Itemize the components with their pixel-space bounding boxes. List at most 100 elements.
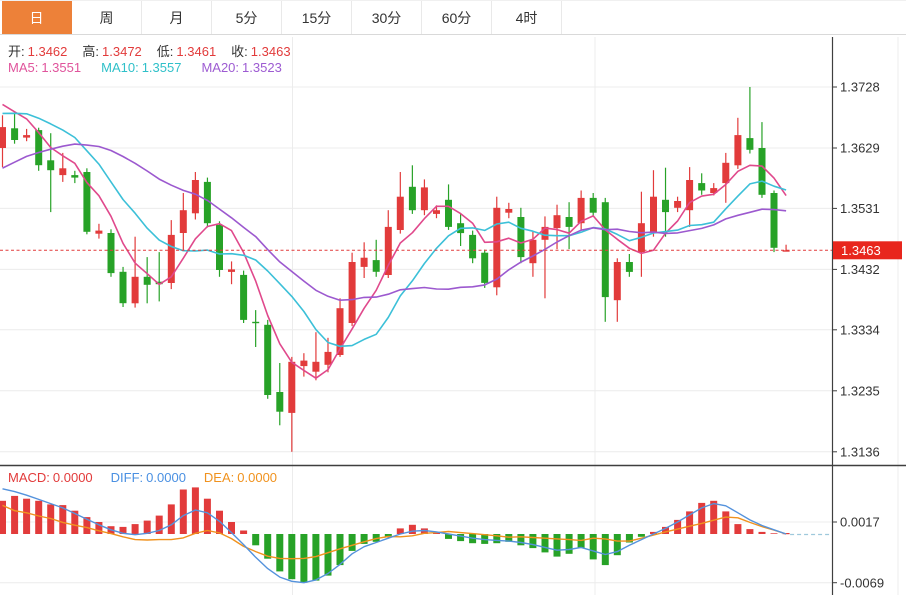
candle (481, 249, 489, 288)
macd-bar (601, 534, 609, 566)
candle (71, 170, 79, 184)
macd-bar (553, 534, 561, 557)
macd-bar (710, 500, 718, 534)
candle (23, 128, 31, 142)
candle (589, 193, 597, 217)
candle (252, 310, 260, 347)
macd-bar (35, 500, 43, 534)
candle (240, 270, 248, 323)
ohlc-legend-low: 低: 1.3461 (156, 44, 217, 59)
ma20-line (2, 143, 787, 302)
candle (95, 223, 103, 239)
macd-bar (565, 534, 573, 554)
macd-bar (179, 489, 187, 534)
candle (698, 173, 706, 195)
candle (541, 216, 549, 299)
macd-bar (59, 505, 67, 534)
period-tab-5[interactable]: 30分 (352, 1, 422, 34)
candle (722, 152, 730, 203)
current-price-badge: 1.3463 (833, 241, 902, 260)
candle (312, 332, 320, 381)
ohlc-legend-high: 高: 1.3472 (82, 44, 142, 59)
macd-bar (0, 500, 6, 534)
candle (782, 244, 790, 252)
vertical-gridlines (292, 37, 899, 595)
candle (119, 266, 127, 307)
candle (469, 230, 477, 264)
macd-bar (252, 534, 260, 546)
macd-legend-dea: DEA: 0.0000 (203, 470, 278, 485)
candle (228, 261, 235, 285)
candle (216, 221, 223, 277)
macd-legend: MACD: 0.0000 DIFF: 0.0000 DEA: 0.0000 (8, 470, 277, 485)
macd-legend-diff: DIFF: 0.0000 (110, 470, 186, 485)
period-tab-2[interactable]: 月 (142, 1, 212, 34)
diff-line (2, 488, 787, 584)
macd-bar (228, 522, 235, 534)
period-tab-6[interactable]: 60分 (422, 1, 492, 34)
candle (686, 167, 694, 227)
macd-bar (686, 511, 694, 534)
macd-bar (23, 498, 31, 534)
svg-text:1.3728: 1.3728 (840, 80, 880, 95)
period-tab-0[interactable]: 日 (2, 1, 72, 34)
candle (650, 170, 657, 237)
macd-bar (203, 498, 211, 534)
candle (336, 298, 344, 357)
candle (625, 254, 633, 277)
candle (107, 229, 115, 277)
macd-bar (143, 520, 151, 534)
candle (203, 177, 211, 228)
macd-bar (674, 519, 682, 534)
candle (637, 191, 645, 277)
price-gridlines (0, 86, 833, 453)
period-tab-4[interactable]: 15分 (282, 1, 352, 34)
macd-bar (95, 522, 103, 534)
candle (83, 168, 91, 235)
macd-bar (348, 534, 356, 551)
macd-bar (746, 529, 754, 534)
macd-bar (216, 510, 223, 534)
candle (360, 242, 368, 278)
candle (372, 239, 380, 277)
period-tabbar: 日周月 5分 15分 30分 60分 4时 (0, 0, 906, 35)
svg-text:1.3334: 1.3334 (840, 322, 880, 337)
candle (517, 207, 525, 264)
macd-bar (167, 504, 175, 534)
macd-bar (589, 534, 597, 560)
macd-bar (698, 502, 706, 534)
ohlc-legend: 开: 1.3462 高: 1.3472 低: 1.3461 收: 1.3463 (8, 41, 291, 60)
candle (662, 167, 669, 237)
candle (131, 236, 139, 308)
period-tab-3[interactable]: 5分 (212, 1, 282, 34)
macd-legend-macd: MACD: 0.0000 (8, 470, 93, 485)
macd-bar (384, 534, 392, 538)
macd-bar (360, 534, 368, 544)
macd-bar (457, 534, 465, 542)
candle (505, 202, 513, 219)
ma5-line (2, 103, 787, 380)
candle (300, 353, 308, 377)
candle (276, 363, 284, 426)
macd-bar (119, 526, 127, 534)
svg-text:1.3136: 1.3136 (840, 444, 880, 459)
macd-bar (529, 534, 537, 549)
candle (264, 319, 272, 399)
svg-text:1.3629: 1.3629 (840, 141, 880, 156)
macd-bar (240, 530, 248, 534)
period-tab-7[interactable]: 4时 (492, 1, 562, 34)
svg-text:1.3235: 1.3235 (840, 383, 880, 398)
svg-text:1.3463: 1.3463 (841, 243, 881, 258)
macd-bar (276, 534, 284, 572)
macd-bar (613, 534, 621, 556)
svg-text:1.3531: 1.3531 (840, 201, 880, 216)
period-tab-1[interactable]: 周 (72, 1, 142, 34)
candle (613, 258, 621, 322)
ohlc-legend-close: 收: 1.3463 (231, 44, 291, 59)
candle (384, 210, 392, 278)
ma-legend: MA5: 1.3551 MA10: 1.3557 MA20: 1.3523 (8, 60, 282, 75)
macd-bar (493, 534, 501, 544)
candle (565, 202, 573, 250)
